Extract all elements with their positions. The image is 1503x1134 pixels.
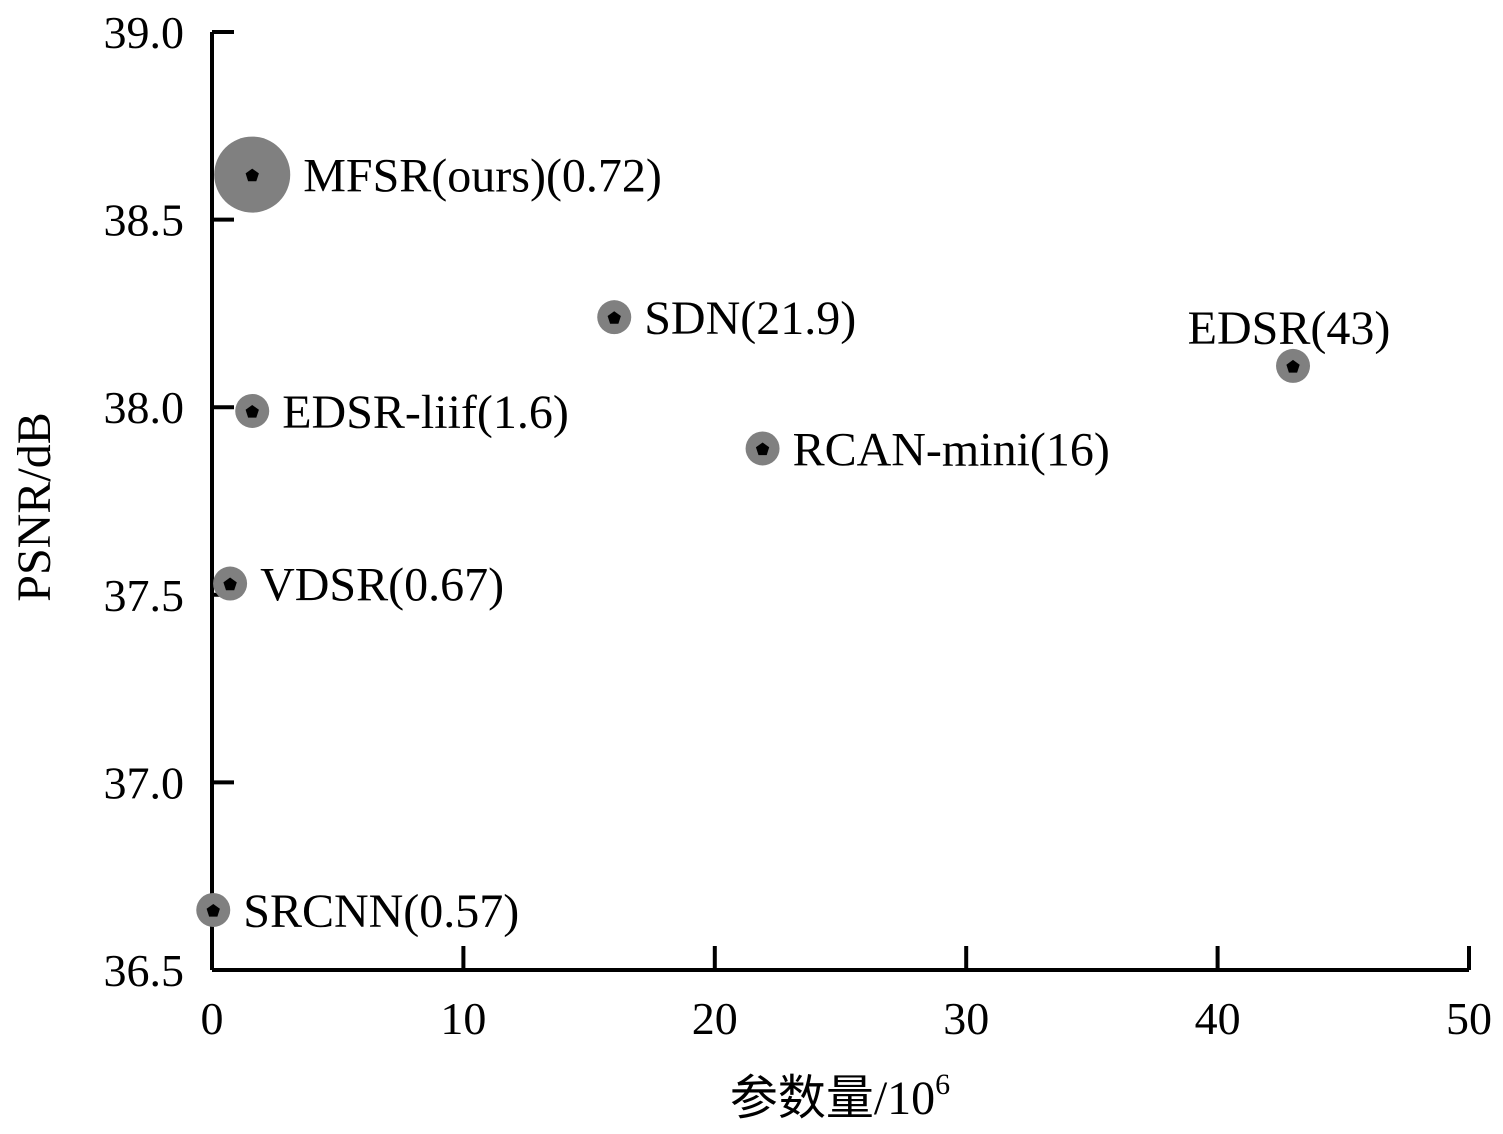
y-tick-label: 39.0 [104, 7, 185, 58]
x-tick-label: 40 [1195, 993, 1241, 1044]
data-point-label: SDN(21.9) [644, 292, 856, 345]
axes: 36.5 37.0 37.5 38.0 38.5 39.0 0 10 20 30 40 50 [104, 7, 1493, 1044]
data-point-center-marker [607, 311, 621, 324]
x-tick-label: 20 [692, 993, 738, 1044]
x-tick-label: 10 [440, 993, 486, 1044]
y-axis-title: PSNR/dB [8, 412, 61, 601]
data-point-center-marker [206, 904, 220, 917]
y-tick-label: 36.5 [104, 945, 185, 996]
x-axis-title-main: 参数量/10 [730, 1072, 935, 1125]
data-point-label: MFSR(ours)(0.72) [303, 150, 662, 203]
data-point-label: RCAN-mini(16) [793, 423, 1110, 476]
y-tick-label: 37.0 [104, 757, 185, 808]
x-tick-label: 30 [943, 993, 989, 1044]
data-point-label: VDSR(0.67) [260, 559, 504, 612]
y-tick-label: 38.5 [104, 195, 185, 246]
y-tick-label: 37.5 [104, 570, 185, 621]
x-tick-label: 0 [201, 993, 224, 1044]
x-axis-title: 参数量/106 [730, 1068, 950, 1125]
x-axis-title-superscript: 6 [935, 1068, 950, 1101]
point-labels: MFSR(ours)(0.72) SDN(21.9) EDSR(43) EDSR-li… [243, 150, 1390, 938]
data-point-center-marker [223, 577, 237, 591]
y-tick-label: 38.0 [104, 382, 185, 433]
data-point-center-marker [245, 168, 259, 182]
data-point-center-marker [1286, 359, 1300, 373]
data-point-label: EDSR-liif(1.6) [282, 386, 569, 439]
data-point-label: SRCNN(0.57) [243, 885, 519, 938]
x-tick-label: 50 [1446, 993, 1492, 1044]
data-points [196, 136, 1311, 927]
data-point-label: EDSR(43) [1188, 302, 1391, 355]
data-point-center-marker [245, 405, 259, 418]
data-point-center-marker [755, 442, 770, 456]
